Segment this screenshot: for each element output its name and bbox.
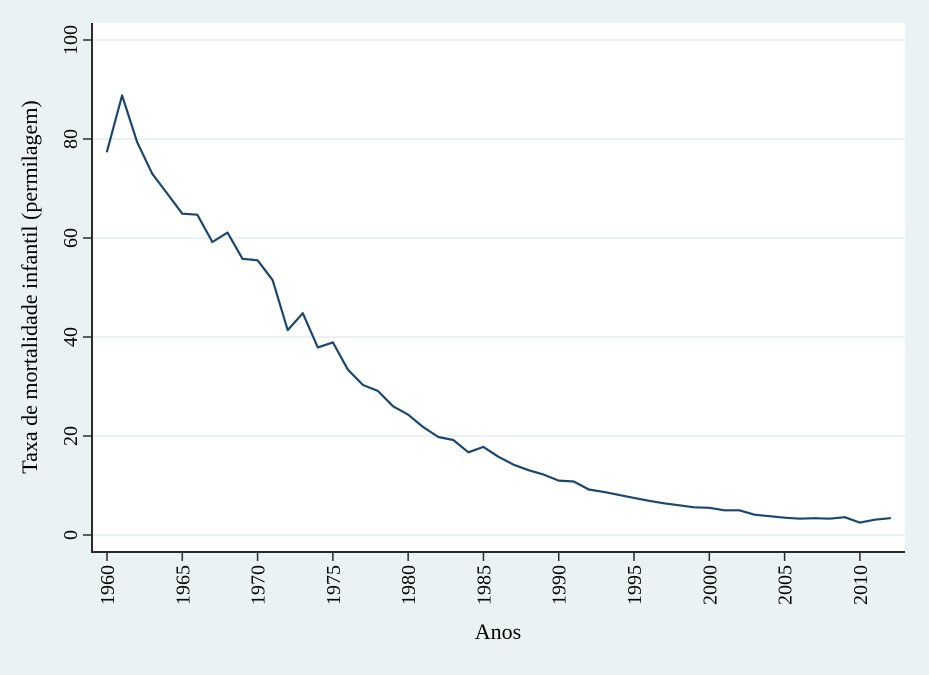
y-tick-label: 40 xyxy=(60,327,82,347)
y-tick-label: 80 xyxy=(60,129,82,149)
y-tick-label: 20 xyxy=(60,426,82,446)
x-tick-label: 1970 xyxy=(248,565,270,605)
y-axis-title: Taxa de mortalidade infantil (permilagem… xyxy=(17,100,42,474)
x-tick-label: 2000 xyxy=(699,565,721,605)
x-axis-title: Anos xyxy=(474,619,522,644)
x-tick-label: 1960 xyxy=(97,565,119,605)
x-tick-label: 2005 xyxy=(775,565,797,605)
x-tick-label: 1995 xyxy=(624,565,646,605)
x-tick-label: 1985 xyxy=(473,565,495,605)
x-tick-label: 1990 xyxy=(549,565,571,605)
x-tick-label: 2010 xyxy=(850,565,872,605)
y-tick-label: 60 xyxy=(60,228,82,248)
y-tick-label: 100 xyxy=(60,25,82,55)
x-tick-label: 1965 xyxy=(172,565,194,605)
x-tick-label: 1975 xyxy=(323,565,345,605)
x-tick-label: 1980 xyxy=(398,565,420,605)
y-tick-label: 0 xyxy=(60,530,82,540)
series-line xyxy=(105,94,892,524)
plot-area xyxy=(92,23,905,552)
